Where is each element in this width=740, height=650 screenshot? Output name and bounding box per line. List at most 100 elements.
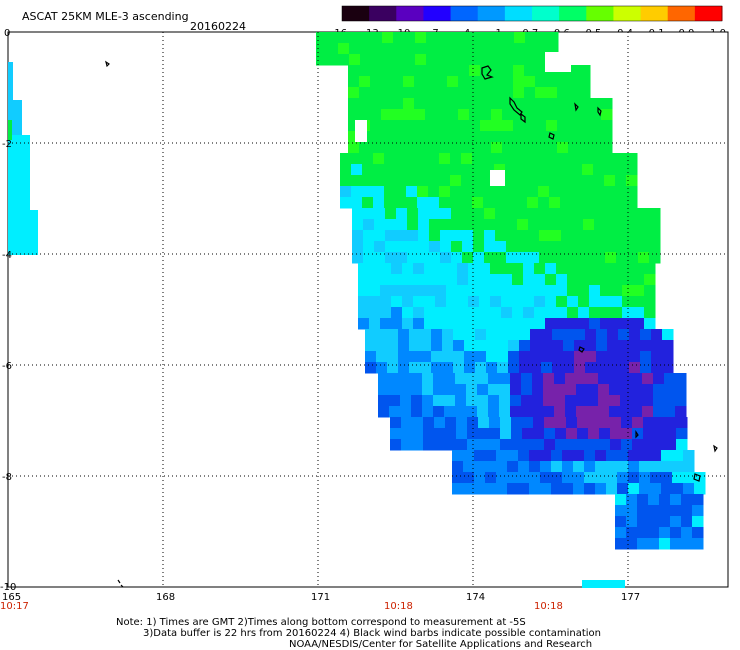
swath-cell	[622, 274, 634, 286]
swath-cell	[513, 131, 525, 143]
swath-cell	[675, 395, 687, 407]
swath-cell	[692, 538, 704, 550]
swath-cell	[664, 406, 676, 418]
swath-cell	[392, 142, 404, 154]
swath-cell	[532, 406, 544, 418]
swath-cell	[654, 417, 666, 429]
swath-cell	[445, 428, 457, 440]
swath-cell	[407, 208, 419, 220]
swath-cell	[540, 483, 552, 495]
swath-cell	[391, 307, 403, 319]
swath-cell	[510, 373, 522, 385]
lon-label-177: 177	[621, 592, 640, 603]
swath-cell	[534, 263, 546, 275]
time-label: 10:17	[0, 601, 29, 612]
swath-cell	[577, 439, 589, 451]
swath-cell	[626, 186, 638, 198]
swath-cell	[579, 120, 591, 132]
swath-cell	[338, 54, 350, 66]
swath-cell	[452, 483, 464, 495]
swath-cell	[451, 241, 463, 253]
swath-cell	[495, 219, 507, 231]
swath-cell	[473, 219, 485, 231]
swath-cell	[479, 307, 491, 319]
swath-cell	[539, 252, 551, 264]
swath-cell	[415, 43, 427, 55]
swath-cell	[665, 428, 677, 440]
swath-cell	[604, 153, 616, 165]
swath-cell	[659, 516, 671, 528]
swath-cell	[429, 219, 441, 231]
swath-cell	[517, 241, 529, 253]
swath-cell	[477, 384, 489, 396]
swath-cell	[661, 461, 673, 473]
swath-cell	[513, 76, 525, 88]
swath-cell	[491, 98, 503, 110]
swath-cell	[414, 65, 426, 77]
swath-cell	[616, 230, 628, 242]
swath-cell	[422, 373, 434, 385]
swath-cell	[578, 307, 590, 319]
swath-cell	[565, 373, 577, 385]
swath-cell	[380, 296, 392, 308]
swath-cell	[369, 296, 381, 308]
swath-cell	[692, 494, 704, 506]
swath-cell	[503, 54, 515, 66]
swath-cell	[551, 472, 563, 484]
swath-cell	[664, 384, 676, 396]
swath-cell	[400, 406, 412, 418]
swath-cell	[401, 417, 413, 429]
swath-cell	[628, 450, 640, 462]
swath-cell	[435, 318, 447, 330]
swath-cell	[516, 175, 528, 187]
swath-cell	[545, 52, 571, 72]
swath-cell	[436, 120, 448, 132]
swath-cell	[475, 351, 487, 363]
swath-cell	[490, 285, 502, 297]
swath-cell	[358, 296, 370, 308]
swath-cell	[518, 450, 530, 462]
swath-cell	[420, 351, 432, 363]
swath-cell	[618, 340, 630, 352]
swath-cell	[543, 384, 555, 396]
swath-cell	[351, 164, 363, 176]
swath-cell	[521, 406, 533, 418]
swath-cell	[572, 219, 584, 231]
swath-cell	[654, 439, 666, 451]
swath-cell	[609, 373, 621, 385]
colorbar	[341, 5, 723, 22]
swath-cell	[552, 351, 564, 363]
swath-cell	[436, 76, 448, 88]
swath-cell	[533, 417, 545, 429]
swath-cell	[384, 197, 396, 209]
swath-cell	[539, 208, 551, 220]
swath-cell	[351, 197, 363, 209]
swath-cell	[583, 230, 595, 242]
swath-cell	[664, 395, 676, 407]
swath-cell	[567, 285, 579, 297]
swath-cell	[406, 186, 418, 198]
swath-cell	[583, 241, 595, 253]
swath-cell	[550, 230, 562, 242]
swath-cell	[578, 296, 590, 308]
swath-cell	[411, 384, 423, 396]
swath-cell	[651, 351, 663, 363]
swath-cell	[528, 219, 540, 231]
swath-cell	[552, 362, 564, 374]
swath-cell	[572, 241, 584, 253]
swath-cell	[501, 307, 513, 319]
swath-cell	[458, 98, 470, 110]
product-title: ASCAT 25KM MLE-3 ascending	[22, 10, 189, 23]
swath-cell	[450, 153, 462, 165]
swath-cell	[363, 219, 375, 231]
swath-cell	[462, 208, 474, 220]
island-outline	[548, 132, 555, 140]
swath-cell	[474, 461, 486, 473]
swath-cell	[607, 362, 619, 374]
swath-cell	[417, 153, 429, 165]
swath-cell	[672, 483, 684, 495]
swath-cell	[525, 43, 537, 55]
swath-cell	[583, 219, 595, 231]
swath-cell	[650, 483, 662, 495]
swath-cell	[649, 230, 661, 242]
